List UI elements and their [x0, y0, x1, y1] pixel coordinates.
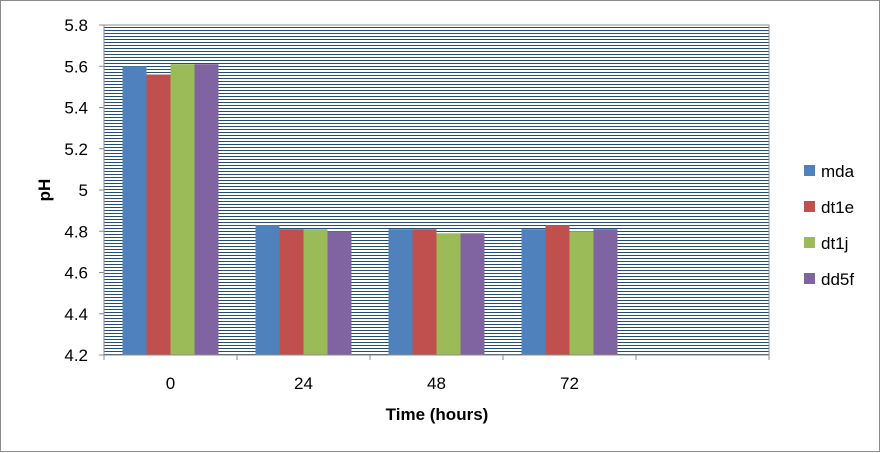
y-tick-label: 5.4 — [64, 99, 88, 118]
x-axis-title: Time (hours) — [386, 405, 489, 424]
bar-dd5f-0 — [194, 64, 219, 355]
legend-label-dd5f: dd5f — [821, 270, 854, 289]
bar-dt1j-24 — [303, 229, 328, 355]
bar-mda-72 — [521, 229, 546, 355]
bar-dd5f-48 — [460, 233, 485, 355]
bar-dt1e-72 — [545, 225, 570, 355]
x-tick-label: 72 — [560, 374, 579, 393]
bar-dd5f-24 — [327, 231, 352, 355]
bar-dt1e-24 — [279, 229, 304, 355]
bar-dt1j-48 — [436, 233, 461, 355]
bar-dd5f-72 — [593, 229, 618, 355]
y-tick-label: 4.2 — [64, 346, 88, 365]
bar-dt1e-0 — [146, 74, 171, 355]
y-tick-labels: 4.2 4.4 4.6 4.8 5 5.2 5.4 5.6 5.8 — [64, 16, 104, 365]
y-tick-label: 5 — [79, 181, 88, 200]
y-tick-label: 4.8 — [64, 222, 88, 241]
bar-dt1j-0 — [170, 64, 195, 355]
bar-mda-48 — [388, 229, 413, 355]
bar-mda-0 — [122, 66, 147, 355]
y-tick-label: 4.4 — [64, 305, 88, 324]
legend-label-mda: mda — [821, 162, 855, 181]
x-tick-labels: 0 24 48 72 — [103, 355, 770, 393]
y-axis-title: pH — [35, 179, 54, 202]
legend-label-dt1e: dt1e — [821, 198, 854, 217]
x-tick-label: 24 — [294, 374, 313, 393]
legend: mda dt1e dt1j dd5f — [804, 162, 855, 289]
legend-swatch-dt1j — [804, 237, 815, 248]
legend-swatch-dt1e — [804, 201, 815, 212]
x-tick-label: 48 — [427, 374, 446, 393]
y-tick-label: 5.2 — [64, 140, 88, 159]
bars — [122, 64, 618, 355]
x-tick-label: 0 — [166, 374, 175, 393]
y-tick-label: 5.6 — [64, 57, 88, 76]
bar-dt1j-72 — [569, 231, 594, 355]
bar-mda-24 — [255, 225, 280, 355]
legend-swatch-dd5f — [804, 273, 815, 284]
y-tick-label: 5.8 — [64, 16, 88, 35]
legend-label-dt1j: dt1j — [821, 234, 848, 253]
bar-dt1e-48 — [412, 229, 437, 355]
y-tick-label: 4.6 — [64, 264, 88, 283]
legend-swatch-mda — [804, 165, 815, 176]
